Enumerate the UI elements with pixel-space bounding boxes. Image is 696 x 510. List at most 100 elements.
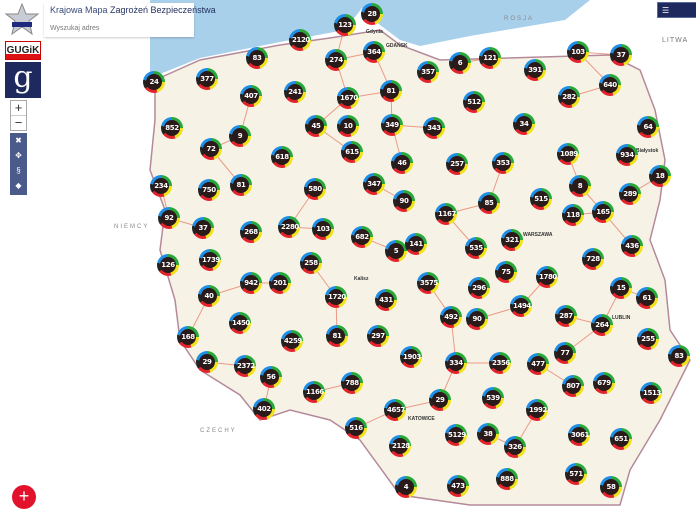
incident-cluster-marker[interactable]: 391 bbox=[524, 59, 546, 81]
incident-cluster-marker[interactable]: 535 bbox=[465, 237, 487, 259]
incident-cluster-marker[interactable]: 18 bbox=[649, 165, 671, 187]
incident-cluster-marker[interactable]: 1450 bbox=[229, 312, 251, 334]
incident-cluster-marker[interactable]: 126 bbox=[157, 254, 179, 276]
incident-cluster-marker[interactable]: 38 bbox=[477, 423, 499, 445]
incident-cluster-marker[interactable]: 90 bbox=[466, 308, 488, 330]
incident-cluster-marker[interactable]: 334 bbox=[445, 352, 467, 374]
incident-cluster-marker[interactable]: 618 bbox=[271, 146, 293, 168]
incident-cluster-marker[interactable]: 201 bbox=[269, 272, 291, 294]
incident-cluster-marker[interactable]: 349 bbox=[381, 114, 403, 136]
incident-cluster-marker[interactable]: 4 bbox=[395, 476, 417, 498]
incident-cluster-marker[interactable]: 83 bbox=[668, 345, 690, 367]
incident-cluster-marker[interactable]: 1494 bbox=[510, 295, 532, 317]
incident-cluster-marker[interactable]: 29 bbox=[429, 389, 451, 411]
incident-cluster-marker[interactable]: 788 bbox=[341, 372, 363, 394]
incident-cluster-marker[interactable]: 515 bbox=[530, 188, 552, 210]
incident-cluster-marker[interactable]: 750 bbox=[198, 179, 220, 201]
incident-cluster-marker[interactable]: 807 bbox=[562, 375, 584, 397]
incident-cluster-marker[interactable]: 6 bbox=[449, 52, 471, 74]
incident-cluster-marker[interactable]: 4259 bbox=[281, 330, 303, 352]
incident-cluster-marker[interactable]: 274 bbox=[325, 49, 347, 71]
incident-cluster-marker[interactable]: 141 bbox=[405, 233, 427, 255]
incident-cluster-marker[interactable]: 512 bbox=[463, 91, 485, 113]
incident-cluster-marker[interactable]: 123 bbox=[334, 14, 356, 36]
incident-cluster-marker[interactable]: 5129 bbox=[445, 424, 467, 446]
incident-cluster-marker[interactable]: 1739 bbox=[199, 249, 221, 271]
incident-cluster-marker[interactable]: 268 bbox=[240, 221, 262, 243]
incident-cluster-marker[interactable]: 121 bbox=[479, 47, 501, 69]
incident-cluster-marker[interactable]: 81 bbox=[380, 80, 402, 102]
incident-cluster-marker[interactable]: 5 bbox=[385, 240, 407, 262]
tag-icon[interactable]: ◆ bbox=[15, 181, 22, 190]
incident-cluster-marker[interactable]: 28 bbox=[361, 3, 383, 25]
incident-cluster-marker[interactable]: 321 bbox=[501, 229, 523, 251]
incident-cluster-marker[interactable]: 477 bbox=[527, 353, 549, 375]
incident-cluster-marker[interactable]: 45 bbox=[305, 115, 327, 137]
incident-cluster-marker[interactable]: 64 bbox=[637, 116, 659, 138]
address-search-input[interactable]: Wyszukaj adres bbox=[50, 25, 100, 32]
incident-cluster-marker[interactable]: 580 bbox=[304, 178, 326, 200]
incident-cluster-marker[interactable]: 255 bbox=[637, 328, 659, 350]
incident-cluster-marker[interactable]: 615 bbox=[341, 141, 363, 163]
incident-cluster-marker[interactable]: 83 bbox=[246, 47, 268, 69]
incident-cluster-marker[interactable]: 118 bbox=[562, 204, 584, 226]
incident-cluster-marker[interactable]: 516 bbox=[345, 417, 367, 439]
gugik-logo[interactable]: GUGiK bbox=[5, 41, 41, 60]
incident-cluster-marker[interactable]: 942 bbox=[240, 272, 262, 294]
incident-cluster-marker[interactable]: 728 bbox=[582, 248, 604, 270]
incident-cluster-marker[interactable]: 61 bbox=[636, 287, 658, 309]
incident-cluster-marker[interactable]: 282 bbox=[558, 86, 580, 108]
incident-cluster-marker[interactable]: 934 bbox=[616, 144, 638, 166]
locate-icon[interactable]: ✥ bbox=[15, 151, 22, 160]
incident-cluster-marker[interactable]: 1903 bbox=[400, 346, 422, 368]
incident-cluster-marker[interactable]: 377 bbox=[196, 68, 218, 90]
zoom-out-button[interactable]: − bbox=[14, 115, 23, 130]
legend-button[interactable]: ☰ Legenda bbox=[657, 2, 696, 31]
incident-cluster-marker[interactable]: 37 bbox=[610, 44, 632, 66]
incident-cluster-marker[interactable]: 56 bbox=[260, 366, 282, 388]
incident-cluster-marker[interactable]: 81 bbox=[326, 325, 348, 347]
incident-cluster-marker[interactable]: 9 bbox=[229, 125, 251, 147]
incident-cluster-marker[interactable]: 37 bbox=[192, 217, 214, 239]
incident-cluster-marker[interactable]: 77 bbox=[554, 342, 576, 364]
incident-cluster-marker[interactable]: 353 bbox=[492, 152, 514, 174]
incident-cluster-marker[interactable]: 46 bbox=[391, 152, 413, 174]
incident-cluster-marker[interactable]: 2128 bbox=[389, 435, 411, 457]
geoportal-logo[interactable]: g bbox=[5, 62, 41, 98]
incident-cluster-marker[interactable]: 364 bbox=[363, 41, 385, 63]
incident-cluster-marker[interactable]: 1513 bbox=[640, 382, 662, 404]
incident-cluster-marker[interactable]: 287 bbox=[555, 305, 577, 327]
incident-cluster-marker[interactable]: 234 bbox=[150, 175, 172, 197]
incident-cluster-marker[interactable]: 326 bbox=[504, 436, 526, 458]
incident-cluster-marker[interactable]: 58 bbox=[600, 476, 622, 498]
incident-cluster-marker[interactable]: 357 bbox=[417, 61, 439, 83]
incident-cluster-marker[interactable]: 640 bbox=[599, 74, 621, 96]
incident-cluster-marker[interactable]: 402 bbox=[253, 398, 275, 420]
incident-cluster-marker[interactable]: 1670 bbox=[337, 87, 359, 109]
incident-cluster-marker[interactable]: 296 bbox=[468, 277, 490, 299]
incident-cluster-marker[interactable]: 85 bbox=[478, 192, 500, 214]
incident-cluster-marker[interactable]: 34 bbox=[513, 113, 535, 135]
incident-cluster-marker[interactable]: 241 bbox=[284, 81, 306, 103]
paragraph-icon[interactable]: § bbox=[16, 166, 21, 175]
incident-cluster-marker[interactable]: 473 bbox=[447, 475, 469, 497]
incident-cluster-marker[interactable]: 297 bbox=[367, 325, 389, 347]
incident-cluster-marker[interactable]: 257 bbox=[446, 153, 468, 175]
incident-cluster-marker[interactable]: 1720 bbox=[325, 286, 347, 308]
incident-cluster-marker[interactable]: 431 bbox=[375, 289, 397, 311]
incident-cluster-marker[interactable]: 343 bbox=[423, 117, 445, 139]
incident-cluster-marker[interactable]: 90 bbox=[393, 190, 415, 212]
incident-cluster-marker[interactable]: 436 bbox=[621, 235, 643, 257]
incident-cluster-marker[interactable]: 2280 bbox=[278, 216, 300, 238]
incident-cluster-marker[interactable]: 168 bbox=[177, 326, 199, 348]
incident-cluster-marker[interactable]: 679 bbox=[593, 372, 615, 394]
incident-cluster-marker[interactable]: 1089 bbox=[557, 143, 579, 165]
incident-cluster-marker[interactable]: 571 bbox=[565, 463, 587, 485]
incident-cluster-marker[interactable]: 264 bbox=[591, 314, 613, 336]
incident-cluster-marker[interactable]: 1167 bbox=[435, 203, 457, 225]
incident-cluster-marker[interactable]: 888 bbox=[496, 468, 518, 490]
incident-cluster-marker[interactable]: 289 bbox=[619, 183, 641, 205]
incident-cluster-marker[interactable]: 1780 bbox=[536, 266, 558, 288]
incident-cluster-marker[interactable]: 103 bbox=[312, 218, 334, 240]
incident-cluster-marker[interactable]: 3061 bbox=[568, 424, 590, 446]
